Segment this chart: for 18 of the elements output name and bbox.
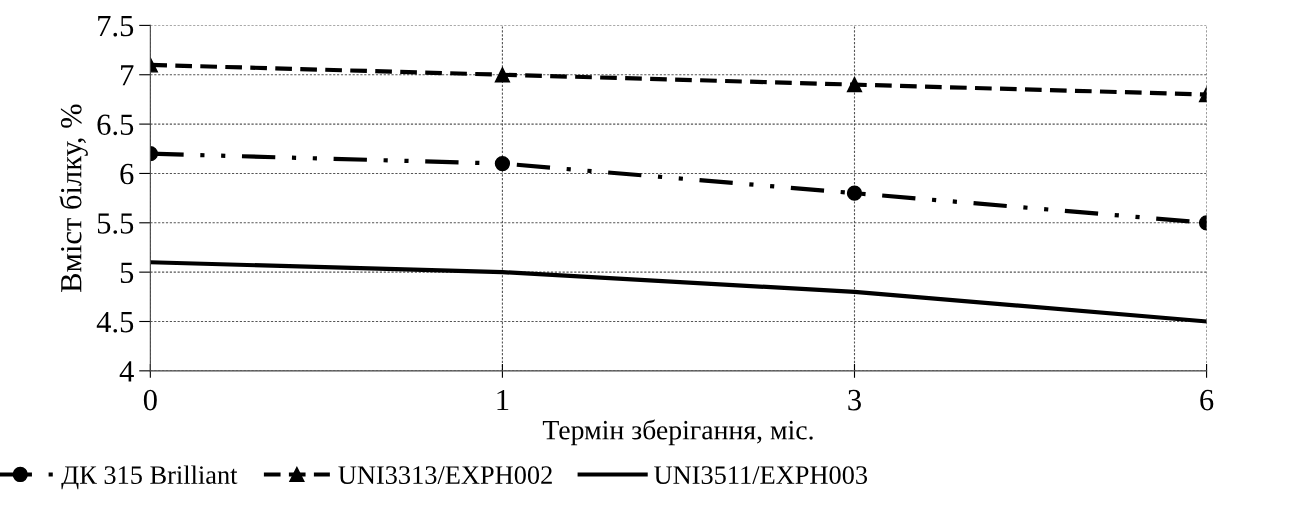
y-tick-label: 6.5	[97, 114, 134, 136]
y-tick-label: 7.5	[98, 15, 134, 37]
x-tick-label: 3	[848, 389, 861, 411]
x-tick-label: 1	[497, 389, 509, 411]
y-tick-label: 5	[120, 262, 134, 284]
y-tick-label: 6	[120, 163, 134, 185]
y-tick-label: 4	[119, 361, 134, 382]
legend-label: UNI3511/EXPH003	[654, 466, 868, 484]
y-tick-label: 4.5	[96, 311, 134, 333]
x-axis-title: Термін зберігання, міс.	[542, 419, 813, 446]
x-tick-label: 6	[1200, 389, 1214, 411]
x-tick-label: 0	[143, 389, 157, 411]
y-tick-label: 5.5	[97, 213, 134, 234]
legend-label: ДК 315 Brilliant	[61, 465, 238, 490]
line-series	[150, 260, 1207, 324]
legend-label: UNI3313/EXPH002	[338, 466, 552, 484]
y-axis-title: Вміст білку, %	[59, 104, 88, 292]
y-tick-label: 7	[121, 65, 134, 86]
